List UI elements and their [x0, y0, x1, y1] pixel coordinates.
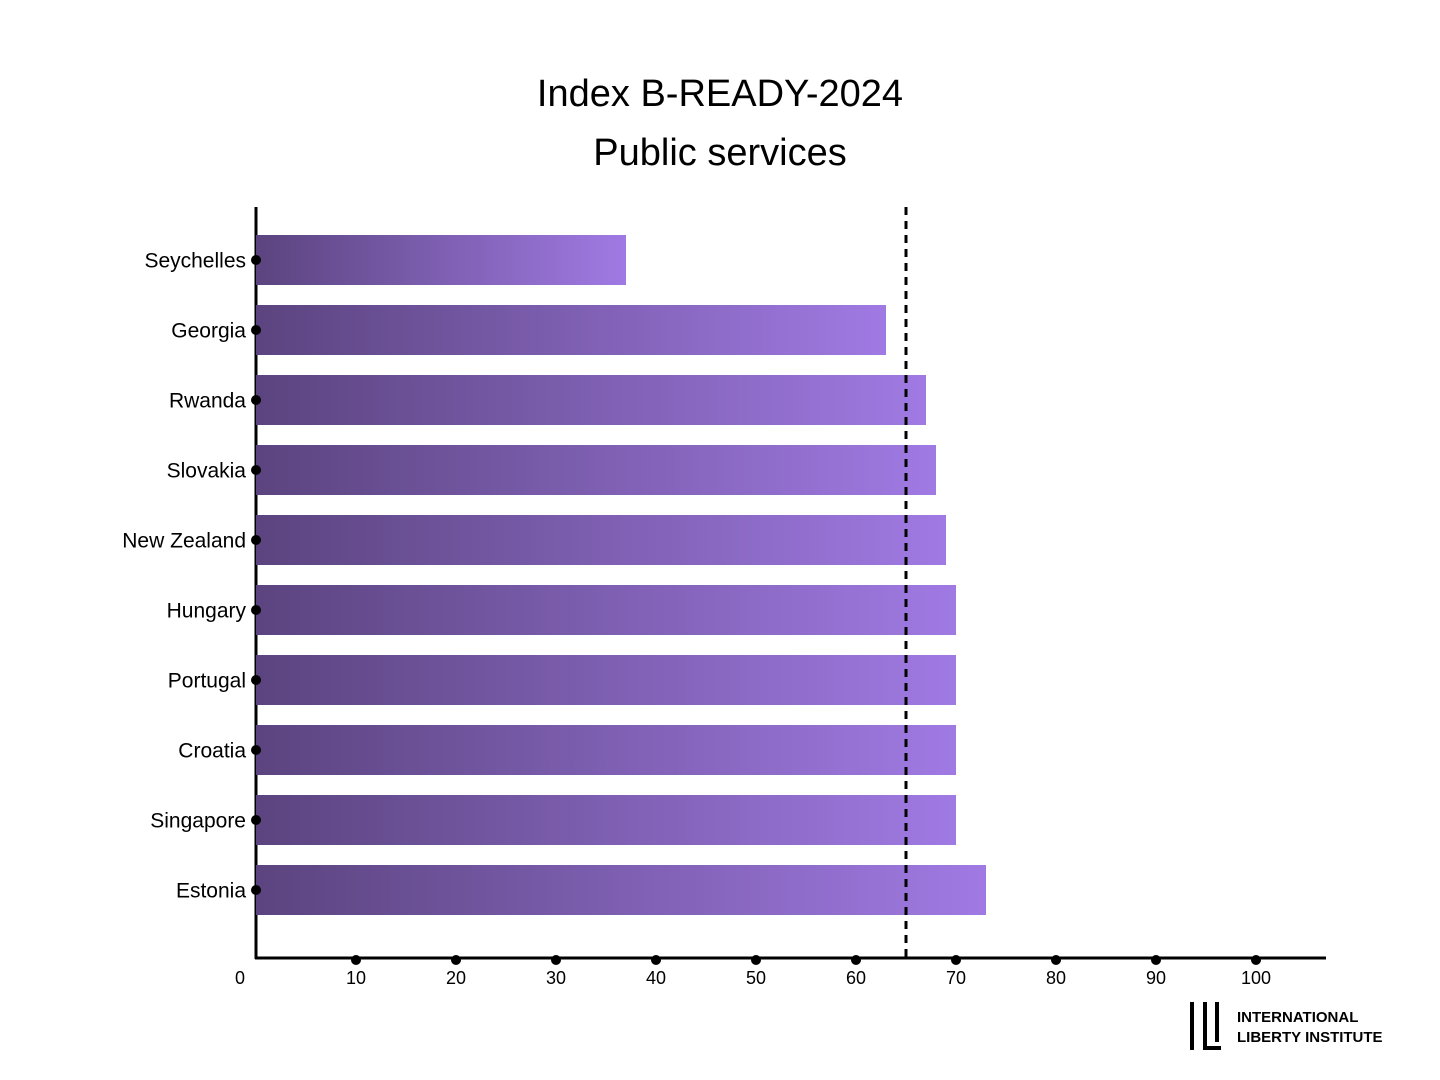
x-tick-mark [1051, 955, 1061, 965]
x-tick-label: 70 [946, 968, 966, 988]
category-dot [251, 535, 261, 545]
bar [256, 795, 956, 845]
bar [256, 865, 986, 915]
x-tick-label: 30 [546, 968, 566, 988]
category-dot [251, 815, 261, 825]
x-tick-label: 60 [846, 968, 866, 988]
category-dot [251, 255, 261, 265]
category-dot [251, 745, 261, 755]
bar [256, 235, 626, 285]
x-tick-mark [751, 955, 761, 965]
x-tick-mark [951, 955, 961, 965]
x-tick-label: 20 [446, 968, 466, 988]
bar [256, 375, 926, 425]
bar [256, 445, 936, 495]
x-tick-mark [1251, 955, 1261, 965]
category-dot [251, 885, 261, 895]
x-tick-mark [451, 955, 461, 965]
y-tick-label: Georgia [171, 320, 246, 343]
logo-bar [1203, 1002, 1207, 1050]
category-dot [251, 605, 261, 615]
category-dot [251, 675, 261, 685]
logo-text: LIBERTY INSTITUTE [1237, 1029, 1383, 1046]
y-tick-label: Portugal [168, 670, 246, 693]
x-tick-mark [851, 955, 861, 965]
x-tick-label: 90 [1146, 968, 1166, 988]
bar [256, 585, 956, 635]
logo-bar [1215, 1002, 1219, 1042]
x-tick-mark [551, 955, 561, 965]
chart-title: Index B-READY-2024 [537, 73, 903, 115]
x-tick-mark [1151, 955, 1161, 965]
logo-bar [1190, 1002, 1194, 1050]
y-tick-label: New Zealand [122, 530, 246, 553]
x-tick-mark [351, 955, 361, 965]
bar [256, 655, 956, 705]
y-tick-label: Seychelles [144, 250, 246, 273]
bar [256, 725, 956, 775]
logo: INTERNATIONAL LIBERTY INSTITUTE [1190, 1002, 1383, 1050]
category-dot [251, 325, 261, 335]
x-tick-label: 0 [235, 968, 245, 988]
y-tick-label: Singapore [150, 810, 246, 833]
bar [256, 305, 886, 355]
chart-subtitle: Public services [593, 132, 846, 174]
x-tick-label: 10 [346, 968, 366, 988]
x-tick-label: 100 [1241, 968, 1271, 988]
y-tick-label: Croatia [178, 740, 246, 763]
x-tick-label: 40 [646, 968, 666, 988]
bar [256, 515, 946, 565]
y-tick-label: Hungary [167, 600, 247, 623]
y-tick-label: Estonia [176, 880, 246, 903]
x-tick-mark [651, 955, 661, 965]
logo-bar [1203, 1046, 1221, 1050]
category-dot [251, 465, 261, 475]
y-tick-label: Rwanda [169, 390, 246, 413]
category-dot [251, 395, 261, 405]
x-tick-label: 80 [1046, 968, 1066, 988]
x-tick-label: 50 [746, 968, 766, 988]
y-tick-label: Slovakia [167, 460, 247, 483]
logo-text: INTERNATIONAL [1237, 1009, 1358, 1026]
